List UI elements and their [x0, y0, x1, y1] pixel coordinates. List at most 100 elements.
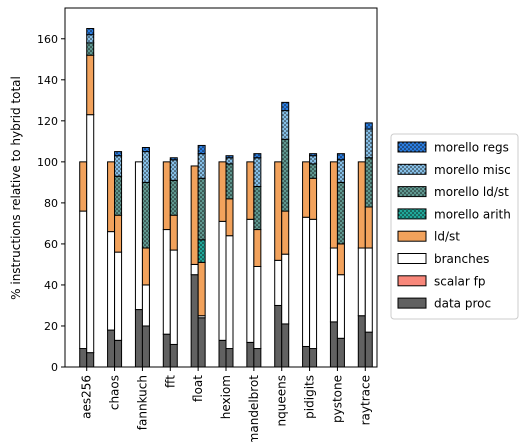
- bar-segment: [281, 138, 290, 212]
- bar-segment: [114, 175, 123, 216]
- plot-frame: [64, 7, 378, 368]
- bar-segment: [364, 128, 373, 159]
- bar-segment: [281, 110, 290, 140]
- bar-group-chaos: [107, 151, 123, 368]
- bar-segment: [169, 157, 178, 161]
- x-axis: aes256 chaos fannkuch fft float hexiom mandelb…: [80, 367, 372, 442]
- bar-segment: [114, 155, 123, 177]
- legend-swatch: [397, 186, 427, 198]
- bar-segment: [336, 159, 345, 183]
- bar-segment: [162, 229, 171, 335]
- bar-segment: [302, 345, 311, 368]
- y-axis-label: % instructions relative to hybrid total: [9, 76, 23, 300]
- bar-group-aes256: [79, 28, 95, 368]
- legend-label: morello arith: [434, 207, 511, 221]
- x-tick-label: raytrace: [358, 375, 372, 425]
- bar-segment: [253, 348, 262, 368]
- bar-segment: [225, 155, 234, 159]
- bar-segment: [225, 157, 234, 165]
- x-tick-label: chaos: [108, 375, 122, 410]
- x-tick-label: aes256: [80, 375, 94, 419]
- y-tick-label: 140: [37, 74, 58, 87]
- y-tick-label: 100: [37, 156, 58, 169]
- bar-segment: [253, 265, 262, 350]
- bar-segment: [246, 161, 255, 220]
- bar-segment: [357, 247, 366, 317]
- bar-segment: [190, 274, 199, 368]
- bar-group-float: [190, 144, 206, 368]
- legend-label: scalar fp: [434, 274, 485, 288]
- x-tick-label: fft: [163, 375, 177, 388]
- bar-segment: [364, 247, 373, 333]
- bar-segment: [79, 161, 88, 212]
- bar-segment: [169, 343, 178, 368]
- legend-label: ld/st: [434, 230, 460, 244]
- bar-segment: [309, 218, 318, 350]
- bar-segment: [197, 153, 206, 179]
- legend-box: [390, 133, 519, 320]
- legend-label: data proc: [434, 297, 491, 311]
- bar-group-mandelbrot: [246, 153, 262, 368]
- bar-segment: [197, 177, 206, 241]
- bar-segment: [218, 220, 227, 341]
- bar-segment: [364, 122, 373, 130]
- bar-segment: [246, 218, 255, 343]
- bar-segment: [114, 251, 123, 341]
- bar-segment: [197, 261, 206, 317]
- bar-segment: [309, 348, 318, 368]
- bar-group-nqueens: [274, 101, 290, 368]
- y-tick-label: 160: [37, 33, 58, 46]
- bar-segment: [107, 161, 116, 233]
- bar-group-fft: [162, 157, 178, 368]
- bar-segment: [281, 101, 290, 112]
- bar-segment: [134, 161, 143, 311]
- bar-segment: [364, 157, 373, 208]
- x-tick-label: float: [191, 375, 205, 402]
- bar-segment: [274, 259, 283, 306]
- bar-segment: [336, 274, 345, 339]
- legend-swatch: [397, 275, 427, 287]
- y-tick-label: 0: [51, 361, 58, 374]
- bar-group-fannkuch: [134, 146, 150, 368]
- bar-segment: [329, 247, 338, 323]
- bar-segment: [197, 144, 206, 155]
- bar-group-raytrace: [357, 122, 373, 368]
- bar-segment: [162, 333, 171, 368]
- bar-group-pidigits: [302, 153, 318, 368]
- bar-segment: [253, 157, 262, 187]
- bar-segment: [86, 54, 95, 116]
- y-axis: 0 20 40 60 80 100 120 140 160: [37, 33, 65, 374]
- bar-segment: [253, 229, 262, 267]
- legend-swatch: [397, 230, 427, 242]
- bar-segment: [309, 177, 318, 220]
- bar-segment: [79, 210, 88, 350]
- x-tick-label: hexiom: [219, 375, 233, 419]
- bar-segment: [281, 210, 290, 255]
- bar-segment: [141, 146, 150, 153]
- bar-segment: [225, 198, 234, 237]
- bar-segment: [114, 151, 123, 157]
- bar-segment: [281, 323, 290, 368]
- bar-segment: [336, 337, 345, 368]
- bar-segment: [169, 159, 178, 181]
- bar-segment: [79, 348, 88, 368]
- bar-segment: [141, 181, 150, 249]
- bar-segment: [162, 161, 171, 231]
- bar-segment: [169, 214, 178, 251]
- bar-segment: [253, 153, 262, 159]
- bar-segment: [364, 206, 373, 249]
- legend-swatch: [397, 208, 427, 220]
- bar-segment: [114, 214, 123, 253]
- bar-segment: [274, 304, 283, 368]
- bar-segment: [141, 325, 150, 368]
- bar-segment: [114, 339, 123, 368]
- legend-label: morello misc: [434, 163, 511, 177]
- bar-segment: [86, 352, 95, 368]
- bar-segment: [309, 163, 318, 179]
- bar-segment: [329, 321, 338, 368]
- bar-segment: [190, 165, 199, 265]
- legend-swatch: [397, 141, 427, 153]
- bars: [79, 28, 373, 368]
- legend: morello regs morello misc morello ld/st mor…: [390, 133, 519, 320]
- bar-segment: [357, 315, 366, 368]
